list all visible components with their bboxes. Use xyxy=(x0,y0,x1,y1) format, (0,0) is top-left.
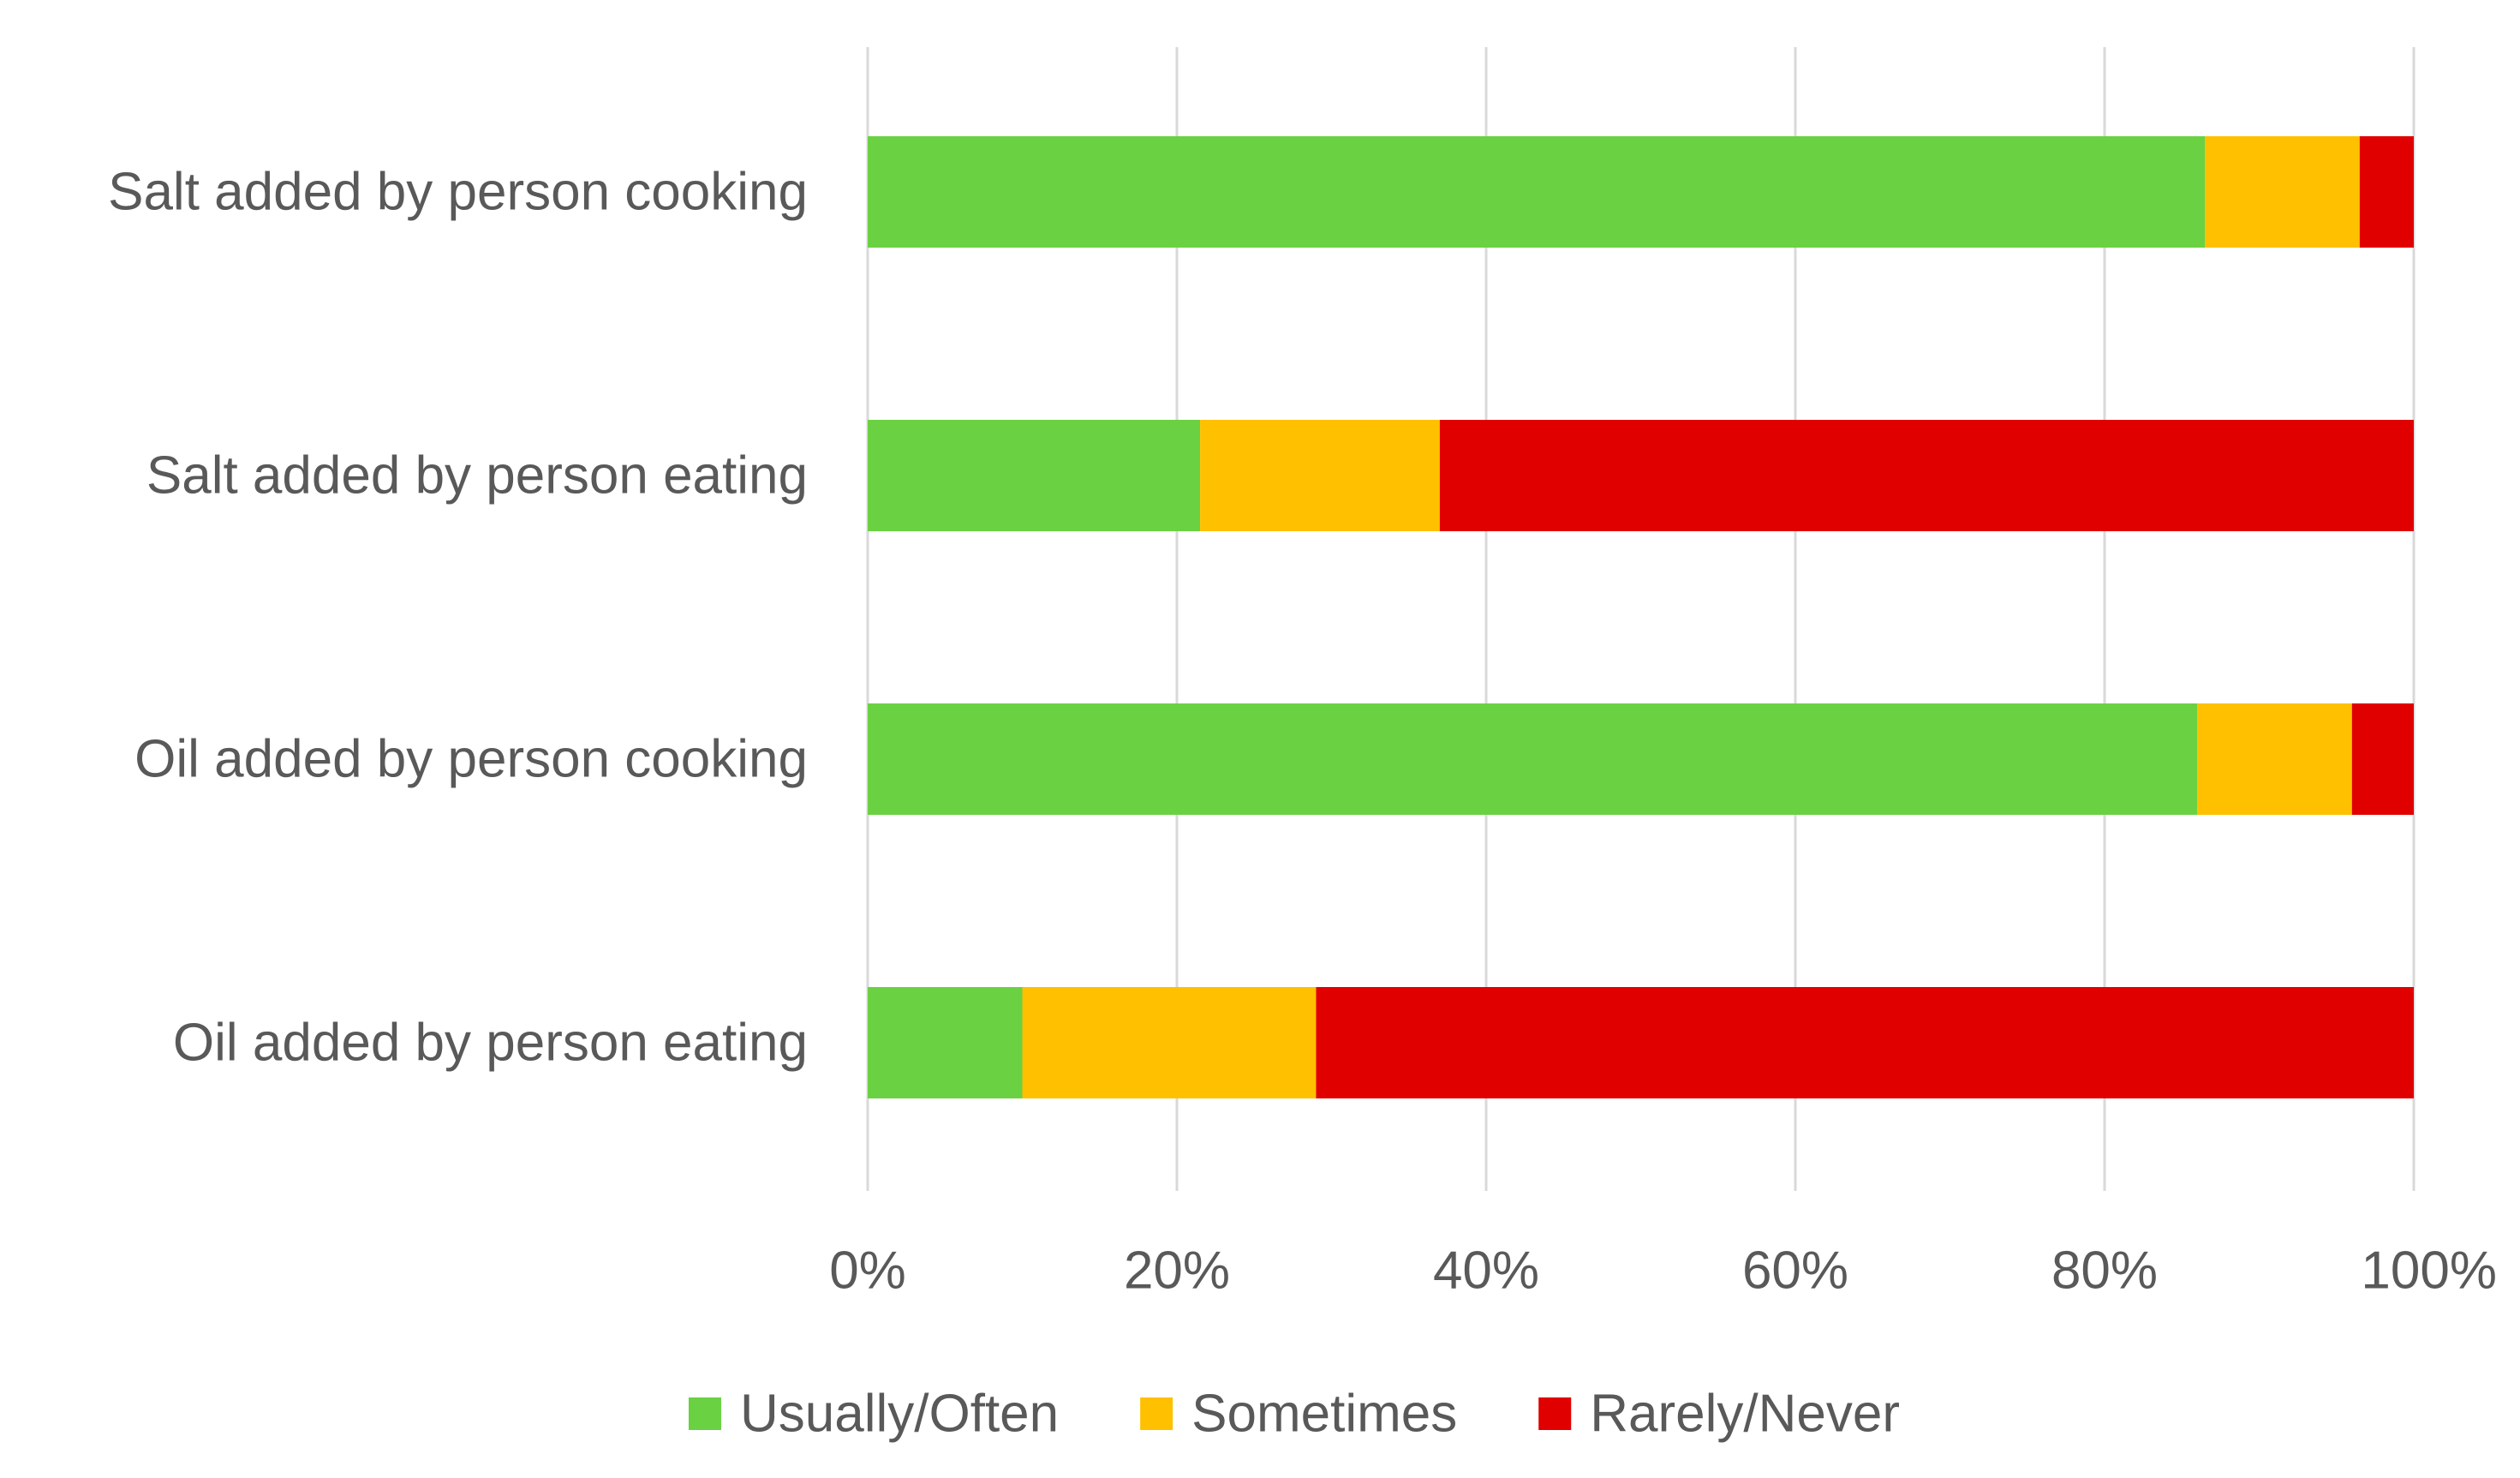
legend-label-2: Sometimes xyxy=(1191,1385,1457,1444)
category-label-4: Oil added by person eating xyxy=(173,1014,808,1073)
bar-segment-1-3 xyxy=(2359,136,2414,248)
bar-segment-2-2 xyxy=(1200,420,1440,531)
category-label-3: Oil added by person cooking xyxy=(134,730,808,789)
bar-segment-3-3 xyxy=(2351,703,2414,815)
category-labels: Salt added by person cooking Salt added b… xyxy=(108,163,808,1073)
x-tick-label-1: 20% xyxy=(1124,1242,1230,1301)
bar-segment-4-2 xyxy=(1022,987,1317,1098)
x-tick-label-3: 60% xyxy=(1742,1242,1848,1301)
legend-swatch-3 xyxy=(1538,1397,1572,1430)
legend-label-3: Rarely/Never xyxy=(1590,1385,1900,1444)
bar-segment-3-1 xyxy=(868,703,2198,815)
x-tick-label-2: 40% xyxy=(1433,1242,1539,1301)
x-axis-tick-labels: 0% 20% 40% 60% 80% 100% xyxy=(829,1242,2497,1301)
legend-label-1: Usually/Often xyxy=(740,1385,1059,1444)
bar-segment-4-1 xyxy=(868,987,1023,1098)
bar-segment-1-2 xyxy=(2205,136,2360,248)
x-tick-label-4: 80% xyxy=(2051,1242,2158,1301)
bars xyxy=(868,136,2414,1098)
category-label-1: Salt added by person cooking xyxy=(108,163,808,222)
bar-segment-3-2 xyxy=(2197,703,2352,815)
legend-swatch-1 xyxy=(688,1397,721,1430)
bar-segment-2-3 xyxy=(1439,420,2414,531)
category-label-2: Salt added by person eating xyxy=(146,446,808,506)
bar-segment-4-3 xyxy=(1316,987,2414,1098)
bar-segment-1-1 xyxy=(868,136,2206,248)
legend: Usually/Often Sometimes Rarely/Never xyxy=(688,1385,1900,1444)
x-tick-label-5: 100% xyxy=(2361,1242,2497,1301)
bar-segment-2-1 xyxy=(868,420,1201,531)
x-tick-label-0: 0% xyxy=(829,1242,906,1301)
legend-swatch-2 xyxy=(1140,1397,1173,1430)
